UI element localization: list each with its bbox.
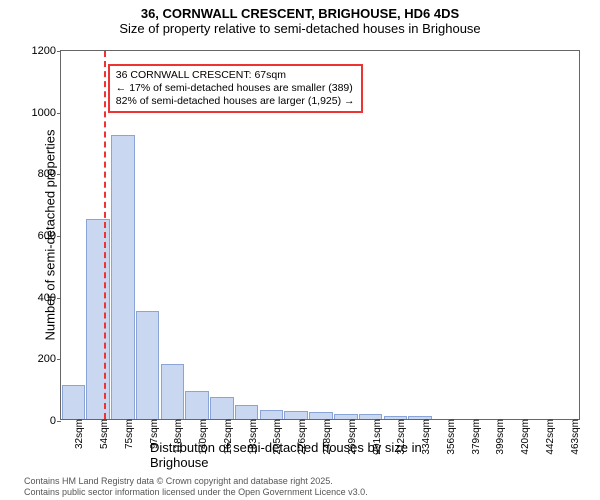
annotation-line: ← 17% of semi-detached houses are smalle… — [116, 82, 355, 95]
histogram-bar — [111, 135, 135, 419]
annotation-line: 82% of semi-detached houses are larger (… — [116, 95, 355, 108]
histogram-bar — [284, 411, 308, 419]
marker-vline — [104, 51, 106, 419]
histogram-bar — [62, 385, 86, 419]
histogram-bar — [309, 412, 333, 419]
x-tick-label: 399sqm — [493, 419, 506, 455]
x-tick-label: 379sqm — [469, 419, 482, 455]
histogram-bar — [235, 405, 259, 419]
y-tick-mark — [57, 236, 61, 237]
histogram-bar — [210, 397, 234, 419]
x-tick-label: 32sqm — [72, 419, 85, 449]
y-tick-mark — [57, 359, 61, 360]
x-tick-label: 463sqm — [568, 419, 581, 455]
histogram-bar — [260, 410, 284, 419]
x-tick-label: 420sqm — [518, 419, 531, 455]
footer-attribution: Contains HM Land Registry data © Crown c… — [24, 476, 368, 498]
x-tick-label: 75sqm — [122, 419, 135, 449]
page-subtitle: Size of property relative to semi-detach… — [0, 21, 600, 40]
footer-line-1: Contains HM Land Registry data © Crown c… — [24, 476, 368, 487]
y-tick-mark — [57, 421, 61, 422]
y-tick-mark — [57, 174, 61, 175]
y-tick-mark — [57, 298, 61, 299]
annotation-box: 36 CORNWALL CRESCENT: 67sqm← 17% of semi… — [108, 64, 363, 113]
histogram-bar — [136, 311, 160, 419]
histogram-bar — [161, 364, 185, 420]
plot-area: 02004006008001000120032sqm54sqm75sqm97sq… — [60, 50, 580, 420]
x-tick-label: 442sqm — [543, 419, 556, 455]
histogram-bar — [86, 219, 110, 419]
x-tick-label: 54sqm — [97, 419, 110, 449]
y-tick-mark — [57, 113, 61, 114]
histogram-bar — [185, 391, 209, 419]
plot-wrapper: 02004006008001000120032sqm54sqm75sqm97sq… — [60, 50, 580, 420]
x-axis-label: Distribution of semi-detached houses by … — [150, 440, 450, 470]
y-tick-mark — [57, 51, 61, 52]
footer-line-2: Contains public sector information licen… — [24, 487, 368, 498]
page-title: 36, CORNWALL CRESCENT, BRIGHOUSE, HD6 4D… — [0, 0, 600, 21]
annotation-line: 36 CORNWALL CRESCENT: 67sqm — [116, 69, 355, 82]
